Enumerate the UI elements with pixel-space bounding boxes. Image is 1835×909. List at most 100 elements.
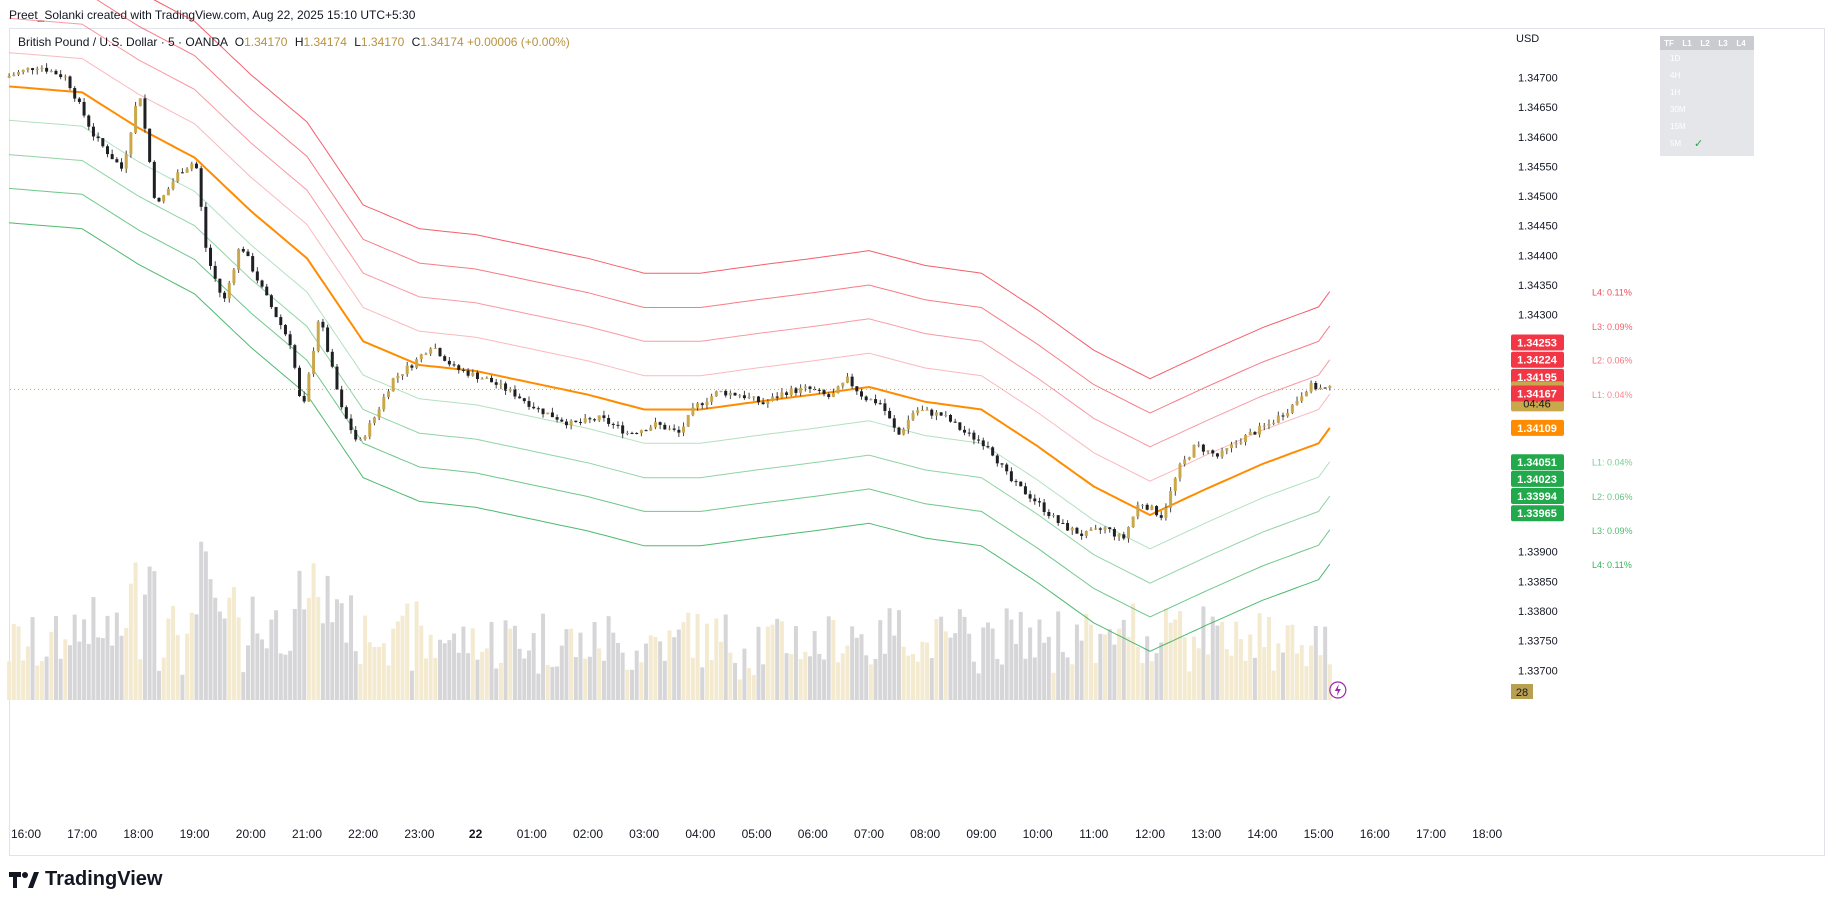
candle-body [1239, 442, 1243, 444]
candle-body [1169, 491, 1173, 508]
candle-body [363, 436, 367, 439]
candle-body [934, 412, 938, 416]
volume-bar [948, 637, 953, 700]
candle-body [288, 334, 292, 346]
volume-bar [803, 651, 808, 700]
volume-bar [1168, 622, 1173, 700]
candle-body [1075, 527, 1079, 534]
candle-body [1314, 382, 1318, 390]
volume-bar [503, 620, 508, 700]
volume-bar [967, 633, 972, 700]
volume-bar [1187, 671, 1192, 700]
candle-body [1244, 434, 1248, 443]
volume-bar [695, 613, 700, 700]
candle-body [190, 163, 194, 169]
candle-body [120, 162, 124, 169]
candle-body [897, 427, 901, 435]
price-tag-label: 1.34023 [1517, 474, 1557, 486]
volume-bar [512, 625, 517, 700]
volume-bar [1135, 646, 1140, 700]
candle-body [1136, 504, 1140, 517]
candle-body [134, 106, 138, 133]
price-tag-bg [1511, 419, 1564, 436]
candle-body [1141, 504, 1145, 506]
x-tick-label: 06:00 [798, 827, 828, 841]
volume-bar [39, 660, 44, 700]
volume-bar [733, 662, 738, 700]
candle-body [419, 354, 423, 360]
candle-body [1150, 506, 1154, 510]
candle-body [667, 428, 671, 430]
candle-body [635, 433, 639, 435]
candle-body [260, 280, 264, 287]
candle-body [864, 396, 868, 401]
candle-body [1033, 498, 1037, 502]
candle-body [593, 419, 597, 421]
volume-bar [330, 622, 335, 700]
brand-name: TradingView [45, 868, 163, 890]
x-tick-label: 21:00 [292, 827, 322, 841]
volume-bar [1206, 654, 1211, 700]
volume-bar [1042, 642, 1047, 700]
volume-bar [1107, 629, 1112, 700]
candle-body [471, 372, 475, 376]
tradingview-logo[interactable]: TradingView [9, 868, 162, 891]
volume-bar [11, 623, 16, 700]
volume-bar [882, 653, 887, 700]
chart-pane[interactable] [9, 28, 1825, 856]
volume-bar [405, 603, 410, 700]
upper-band-label: L3: 0.09% [1592, 322, 1633, 332]
candle-body [1061, 522, 1065, 524]
upper-band-label: L4: 0.11% [1592, 288, 1632, 298]
candle-body [583, 418, 587, 423]
candle-body [789, 388, 793, 395]
x-tick-label: 04:00 [685, 827, 715, 841]
candle-body [513, 389, 517, 397]
candle-body [1267, 423, 1271, 426]
candle-body [312, 350, 316, 375]
volume-bar [929, 658, 934, 700]
candle-body [1304, 391, 1308, 397]
candle-body [1192, 444, 1196, 458]
tf-row-label: 1D [1670, 54, 1681, 63]
x-tick-label: 11:00 [1079, 827, 1108, 841]
volume-bar [583, 658, 588, 700]
volume-bar [466, 653, 471, 700]
candle-body [803, 386, 807, 388]
symbol-name[interactable]: British Pound / U.S. Dollar · 5 · OANDA [18, 35, 228, 49]
volume-bar [634, 650, 639, 700]
volume-bar [1177, 611, 1182, 700]
candle-body [335, 366, 339, 390]
volume-bar [667, 630, 672, 700]
tf-row-1h: 1H [1660, 84, 1754, 101]
volume-bar [1309, 645, 1314, 700]
volume-bar [1046, 636, 1051, 700]
candle-body [1056, 515, 1060, 523]
volume-bar [555, 666, 560, 700]
volume-bar [475, 659, 480, 700]
candle-body [1066, 523, 1070, 531]
volume-bar [1215, 625, 1220, 700]
candle-body [457, 365, 461, 370]
y-tick-label: 1.34500 [1518, 191, 1558, 203]
volume-bar [1318, 655, 1323, 700]
volume-bar [203, 551, 208, 700]
volume-bar [419, 625, 424, 700]
volume-bar [817, 653, 822, 700]
candle-body [344, 407, 348, 419]
x-tick-label: 07:00 [854, 827, 884, 841]
candle-body [911, 413, 915, 420]
volume-bar [892, 635, 897, 700]
price-tag-label: 1.33994 [1517, 491, 1558, 503]
volume-bar [1210, 616, 1215, 700]
volume-bar [302, 609, 307, 700]
volume-bar [981, 627, 986, 700]
volume-bar [630, 669, 635, 700]
volume-bar [1271, 670, 1276, 700]
volume-bar [489, 621, 494, 700]
volume-bar [100, 638, 105, 700]
tf-header-tf: TF [1664, 38, 1674, 48]
candle-body [499, 383, 503, 385]
symbol-legend[interactable]: British Pound / U.S. Dollar · 5 · OANDA … [18, 35, 570, 49]
